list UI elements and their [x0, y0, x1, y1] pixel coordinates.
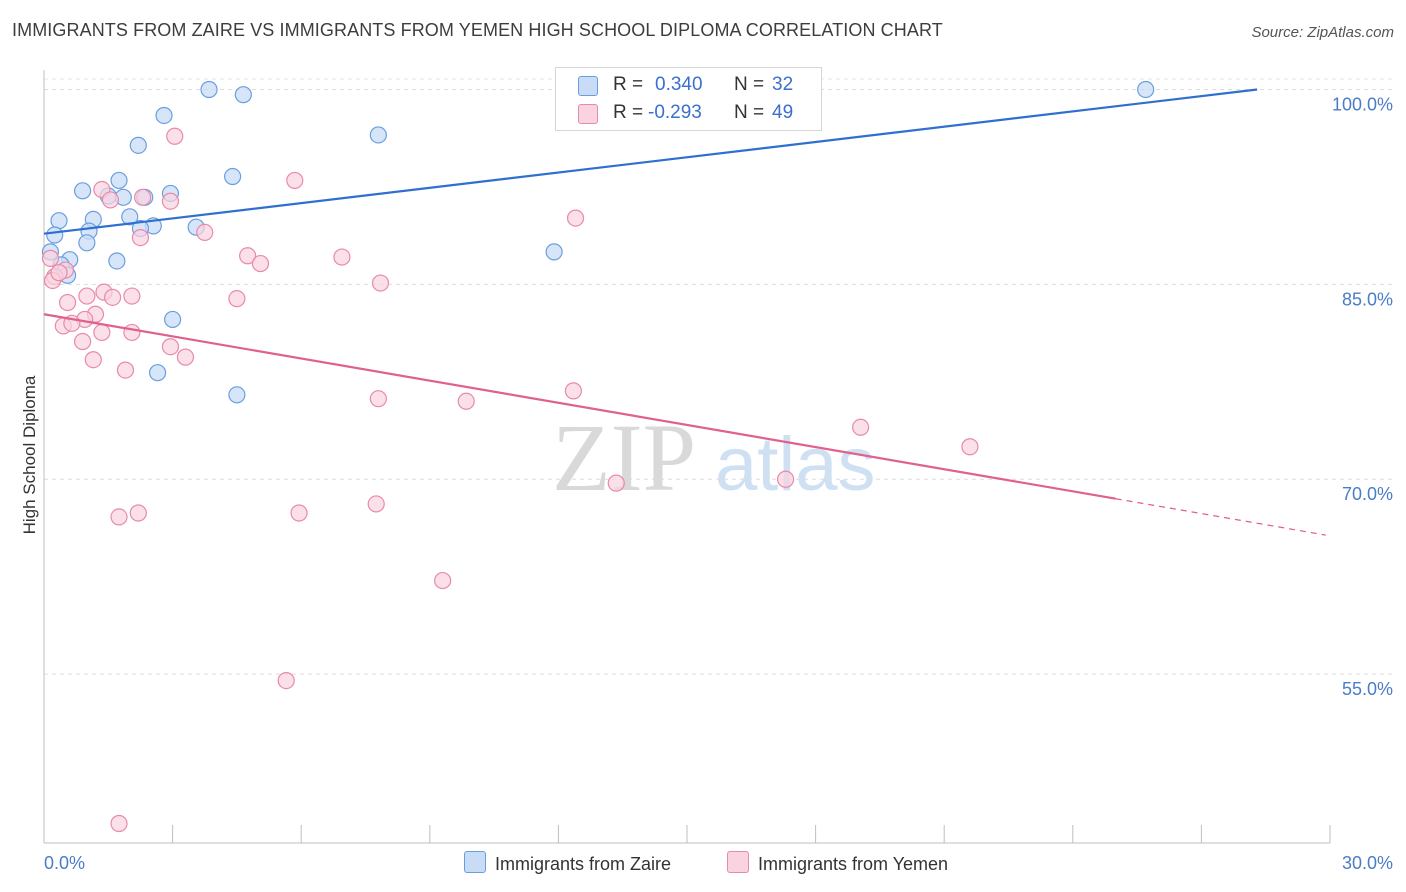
legend-r-label: R = [613, 102, 644, 123]
series-yemen [41, 127, 979, 833]
point-zaire [200, 80, 218, 99]
point-zaire [129, 136, 147, 154]
trend-line-yemen [1115, 498, 1326, 536]
point-yemen [101, 191, 120, 209]
point-yemen [434, 571, 452, 590]
point-zaire [228, 386, 246, 404]
x-tick-label: 30.0% [1342, 853, 1393, 873]
legend-swatch-zaire [578, 76, 598, 96]
legend-n-label: N = [734, 74, 765, 95]
point-yemen [50, 264, 68, 282]
point-zaire [110, 171, 128, 190]
point-zaire [1137, 80, 1155, 99]
point-zaire [121, 208, 139, 226]
point-yemen [93, 323, 111, 342]
y-tick-label: 55.0% [1342, 679, 1393, 699]
y-tick-label: 100.0% [1332, 94, 1393, 114]
point-yemen [58, 293, 77, 312]
point-yemen [123, 287, 141, 305]
tick-labels: 100.0% 85.0% 70.0% 55.0% 0.0% 30.0% [44, 94, 1393, 873]
stats-legend: R = 0.340 N = 32 R = -0.293 N = 49 [555, 67, 822, 131]
point-yemen [961, 438, 979, 456]
point-yemen [123, 323, 141, 342]
point-yemen [290, 504, 308, 522]
legend-r-value: -0.293 [648, 102, 702, 123]
watermark-zip: ZIP [552, 404, 696, 511]
point-yemen [277, 672, 295, 690]
point-zaire [164, 310, 182, 329]
point-yemen [129, 504, 147, 522]
source-label: Source: ZipAtlas.com [1251, 24, 1394, 41]
legend-swatch-yemen [578, 104, 598, 124]
legend-n-value: 49 [772, 102, 794, 123]
axes [43, 70, 1331, 844]
point-yemen [367, 495, 385, 513]
legend-label-zaire: Immigrants from Zaire [495, 854, 672, 874]
point-zaire [108, 252, 126, 270]
point-yemen [161, 192, 180, 210]
watermark-atlas: atlas [715, 422, 876, 507]
point-yemen [78, 287, 96, 305]
point-yemen [239, 247, 257, 265]
point-yemen [369, 390, 387, 408]
point-yemen [116, 361, 135, 379]
legend-n-value: 32 [772, 74, 794, 95]
point-zaire [545, 243, 563, 261]
trend-line-yemen [43, 313, 1116, 500]
point-zaire [78, 234, 96, 252]
point-yemen [84, 351, 102, 369]
point-yemen [852, 418, 870, 436]
legend-r-value: 0.340 [655, 74, 703, 95]
point-zaire [369, 126, 387, 144]
point-yemen [196, 223, 214, 241]
point-yemen [131, 228, 150, 247]
point-yemen [457, 392, 475, 410]
point-yemen [607, 474, 625, 492]
point-yemen [166, 127, 184, 145]
point-yemen [776, 470, 795, 488]
y-tick-label: 85.0% [1342, 289, 1393, 309]
point-zaire [224, 167, 242, 186]
point-yemen [103, 288, 122, 306]
point-zaire [46, 226, 64, 244]
point-zaire [155, 106, 173, 125]
point-yemen [133, 188, 152, 206]
point-yemen [110, 508, 128, 526]
point-yemen [228, 290, 246, 308]
point-yemen [110, 814, 128, 833]
point-yemen [564, 382, 583, 400]
point-yemen [176, 348, 195, 366]
point-zaire [73, 182, 92, 200]
point-yemen [286, 171, 304, 190]
legend-item-zaire: Immigrants from Zaire [464, 851, 671, 875]
legend-swatch-yemen [727, 851, 749, 873]
point-zaire [50, 212, 68, 230]
chart-title: IMMIGRANTS FROM ZAIRE VS IMMIGRANTS FROM… [12, 20, 943, 40]
y-tick-label: 70.0% [1342, 484, 1393, 504]
point-yemen [566, 209, 585, 227]
point-yemen [161, 338, 180, 356]
legend-item-yemen: Immigrants from Yemen [727, 851, 948, 875]
gridlines [44, 78, 1395, 675]
point-yemen [371, 274, 390, 292]
trend-line-zaire [43, 88, 1258, 235]
legend-n-label: N = [734, 102, 765, 123]
point-yemen [251, 254, 270, 273]
point-zaire [148, 364, 167, 382]
legend-swatch-zaire [464, 851, 486, 873]
legend-label-yemen: Immigrants from Yemen [758, 854, 949, 874]
legend-r-label: R = [613, 74, 644, 95]
x-tick-label: 0.0% [44, 853, 85, 873]
point-yemen [41, 249, 60, 267]
point-yemen [333, 248, 351, 266]
point-yemen [73, 332, 92, 351]
point-zaire [234, 86, 252, 104]
watermark: ZIP atlas [552, 404, 876, 511]
trend-lines [43, 88, 1326, 536]
y-axis-label: High School Diploma [20, 375, 39, 534]
